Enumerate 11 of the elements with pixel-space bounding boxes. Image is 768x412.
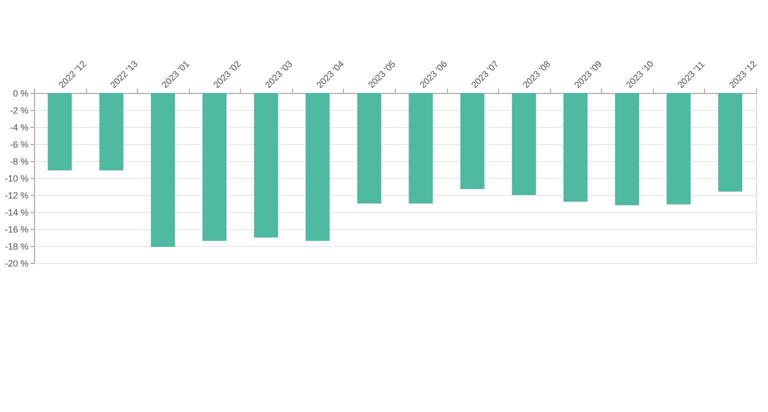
y-tick-label: -20 % <box>4 258 28 268</box>
y-tick-label: -4 % <box>10 122 28 132</box>
y-tick-label: -6 % <box>10 140 28 150</box>
y-tick-label: -16 % <box>4 224 28 234</box>
y-tick-label: 0 % <box>12 88 28 98</box>
y-tick-label: -14 % <box>4 208 28 218</box>
y-tick-label: -2 % <box>10 106 28 116</box>
y-tick-label: -12 % <box>4 190 28 200</box>
y-tick-label: -8 % <box>10 156 28 166</box>
y-tick-label: -18 % <box>4 242 28 252</box>
y-tick-label: -10 % <box>4 174 28 184</box>
